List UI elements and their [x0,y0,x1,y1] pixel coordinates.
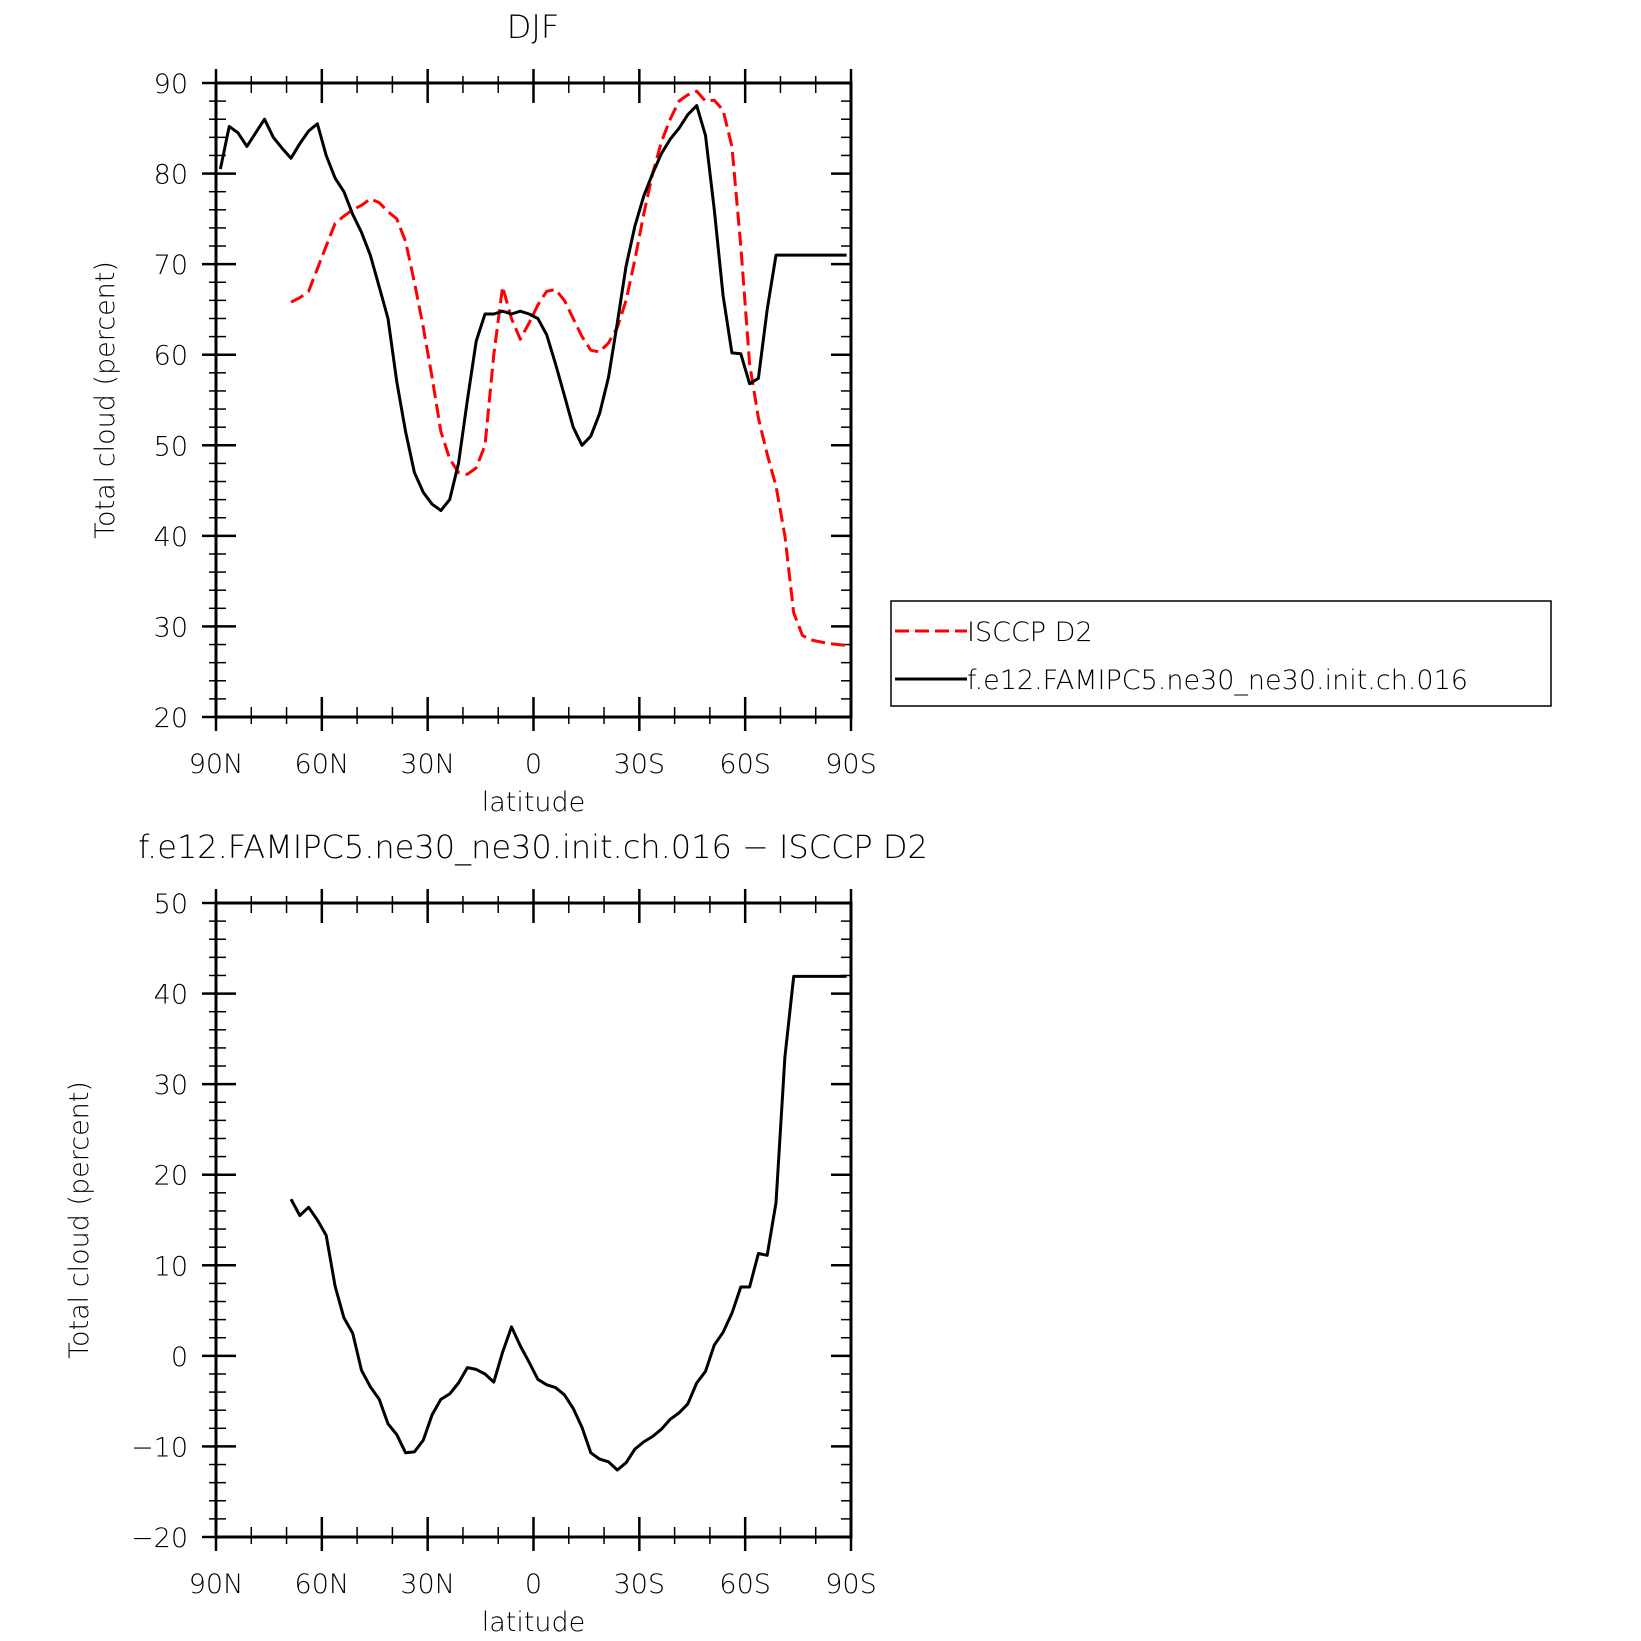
legend-box [890,600,1552,707]
legend-label: ISCCP D2 [967,617,1093,648]
y-tick-label: −10 [131,1432,188,1463]
x-tick-label: 30S [614,1569,666,1600]
y-axis-label: Total cloud (percent) [64,1081,95,1359]
top-panel: DJF 20 30 40 50 60 70 80 90 90N 60N 30N 0 30S 60S 90S la… [90,8,1552,818]
x-tick-label: 60S [719,1569,771,1600]
x-axis-label: latitude [482,1607,586,1638]
y-tick-label: 10 [154,1251,188,1282]
y-tick-label: 90 [154,69,188,100]
y-tick-label: 40 [154,522,188,553]
series-group [218,89,847,647]
y-tick-label: 30 [154,612,188,643]
plot-title: DJF [507,8,559,46]
legend-label: f.e12.FAMIPC5.ne30_ne30.init.ch.016 [967,665,1468,696]
y-tick-label: 70 [154,250,188,281]
y-tick-label: 60 [154,341,188,372]
series-line-isccp-d2 [290,89,847,647]
series-line-difference [289,974,847,1472]
y-tick-label: 20 [154,1161,188,1192]
bottom-panel: f.e12.FAMIPC5.ne30_ne30.init.ch.016 − IS… [64,828,928,1638]
x-tick-label: 90S [825,749,877,780]
x-tick-label: 0 [525,1569,542,1600]
y-tick-label: −20 [131,1523,188,1554]
x-tick-label: 60N [295,749,350,780]
x-tick-label: 0 [525,749,542,780]
y-tick-label: 0 [171,1342,188,1373]
x-tick-label: 60S [719,749,771,780]
x-tick-label: 30N [400,749,455,780]
series-group [289,974,847,1472]
y-tick-label: 20 [154,703,188,734]
x-tick-label: 30N [400,1569,455,1600]
y-tick-label: 50 [154,431,188,462]
x-tick-label: 90N [189,749,244,780]
y-tick-label: 30 [154,1070,188,1101]
x-tick-label: 30S [614,749,666,780]
y-tick-label: 40 [154,980,188,1011]
y-tick-label: 80 [154,160,188,191]
x-tick-label: 60N [295,1569,350,1600]
x-tick-label: 90N [189,1569,244,1600]
x-axis-label: latitude [482,787,586,818]
x-tick-label: 90S [825,1569,877,1600]
y-axis-label: Total cloud (percent) [90,261,121,539]
y-tick-label: 50 [154,889,188,920]
series-line-f-e12-famipc5-ne30-ne30-init-ch-016 [218,104,847,512]
plot-title: f.e12.FAMIPC5.ne30_ne30.init.ch.016 − IS… [138,828,928,866]
